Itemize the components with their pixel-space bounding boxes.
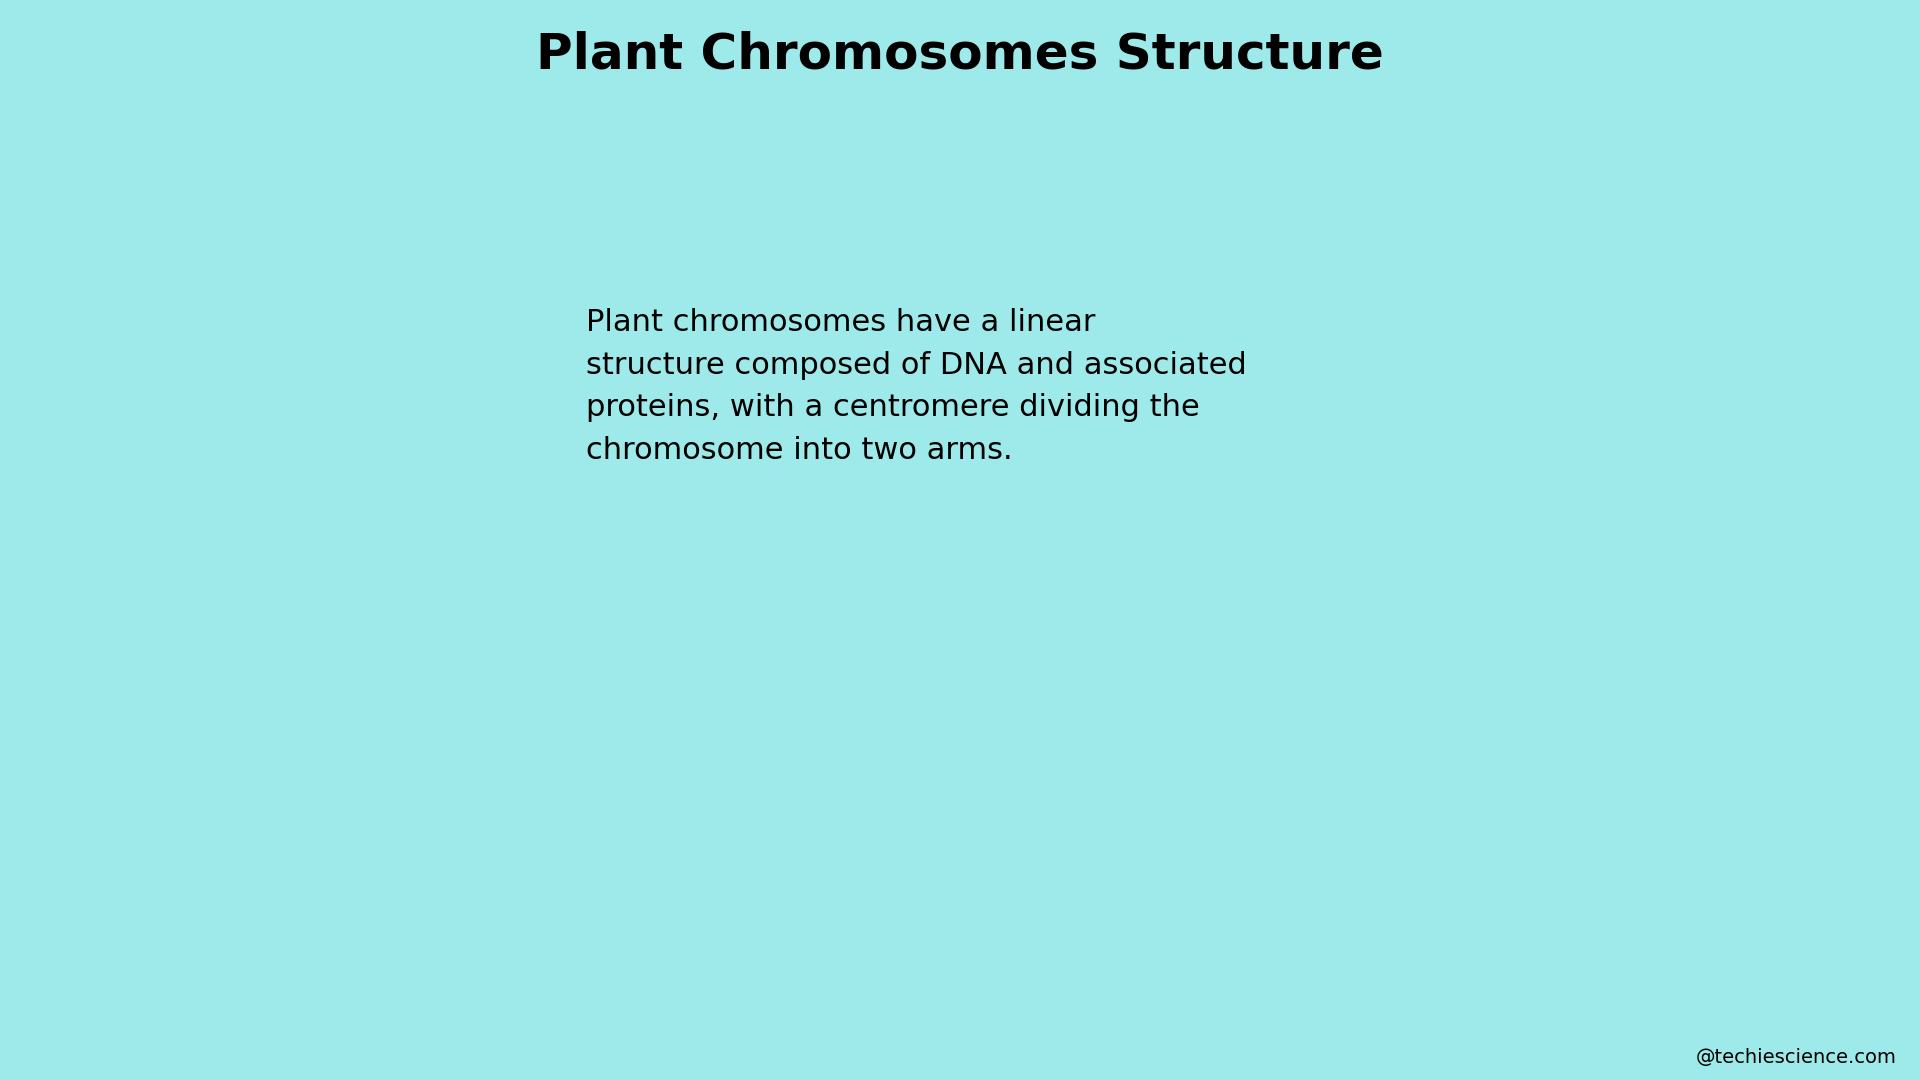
- Text: Plant Chromosomes Structure: Plant Chromosomes Structure: [536, 30, 1384, 78]
- Text: @techiescience.com: @techiescience.com: [1695, 1048, 1897, 1067]
- Text: Plant chromosomes have a linear
structure composed of DNA and associated
protein: Plant chromosomes have a linear structur…: [586, 308, 1246, 465]
